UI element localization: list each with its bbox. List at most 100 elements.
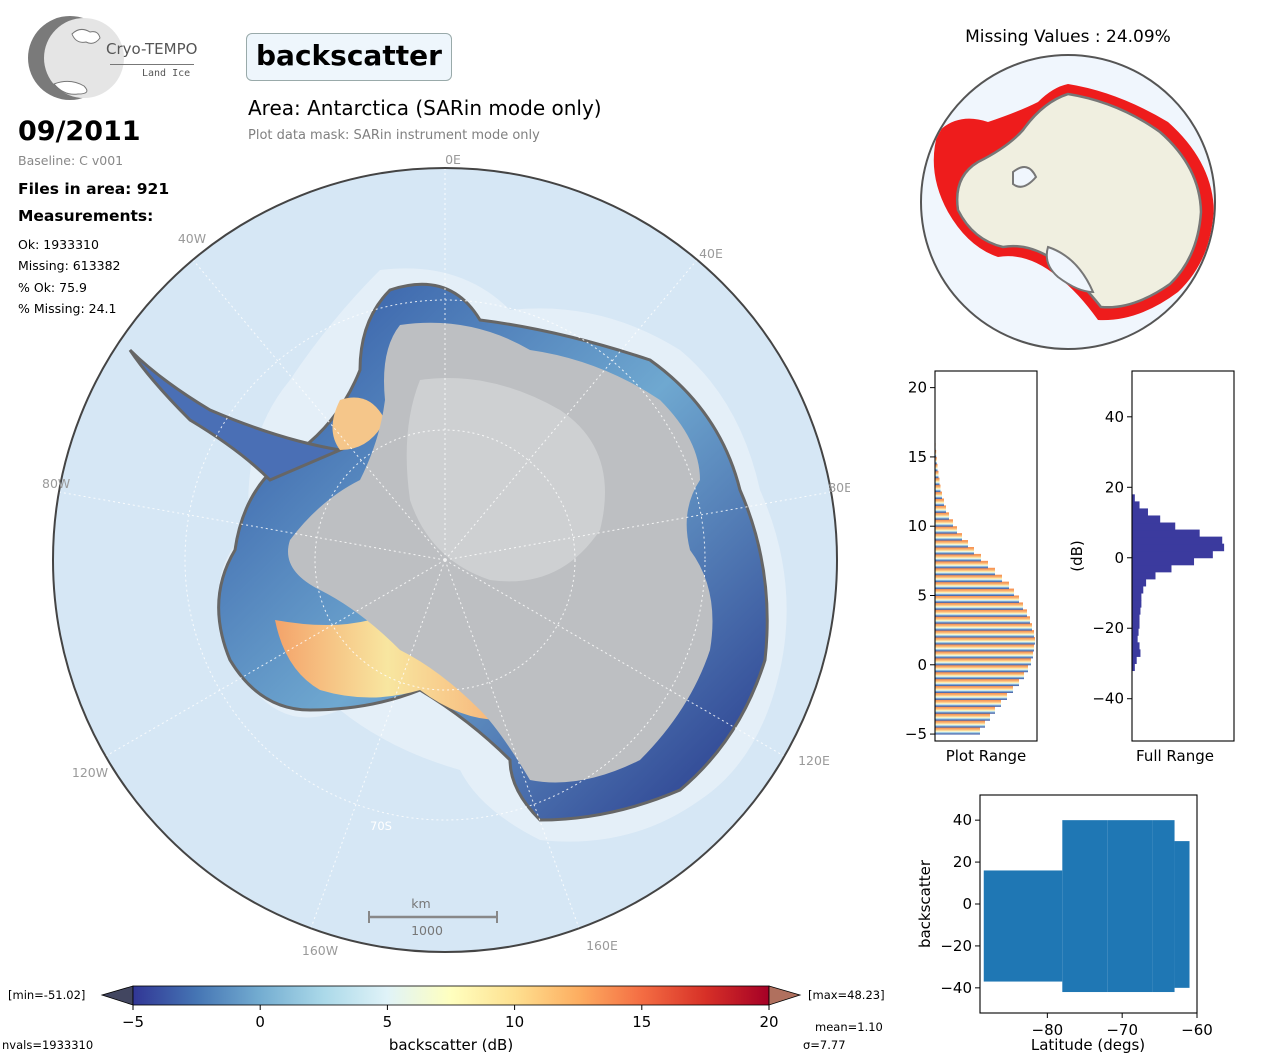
ok-count: Ok: 1933310	[18, 237, 99, 252]
lon-label-0e: 0E	[445, 152, 461, 167]
full-range-bar	[1132, 501, 1140, 509]
colorbar-tick-label: 0	[255, 1013, 265, 1031]
plot-range-bar	[935, 595, 1019, 603]
plot-range-bar	[935, 616, 1030, 624]
plot-range-bar	[935, 609, 1027, 617]
full-range-bar	[1132, 522, 1176, 531]
plot-range-bar	[935, 685, 1013, 693]
plot-range-bar	[935, 463, 938, 472]
full-range-bar	[1132, 515, 1161, 524]
plot-range-bar	[935, 664, 1028, 673]
scatter-yticks: −40 −20 0 20 40	[940, 811, 980, 997]
colorbar-tick-label: 5	[383, 1013, 393, 1031]
colorbar-max-label: [max=48.23]	[808, 988, 885, 1002]
plot-range-bar	[935, 713, 990, 721]
plot-range-bar	[935, 623, 1032, 631]
plot-range-bar	[935, 581, 1009, 590]
full-range-bar	[1132, 614, 1140, 622]
plot-range-ytick-label: 0	[917, 656, 927, 674]
colorbar-ticks: −5 0 5 10 15 20	[122, 1005, 779, 1031]
plot-range-xlabel: Plot Range	[946, 747, 1027, 765]
plot-range-bar	[935, 692, 1007, 700]
full-range-bar	[1132, 536, 1223, 545]
full-range-bar	[1132, 571, 1156, 580]
lon-label-40e: 40E	[699, 246, 723, 261]
lon-label-160e: 160E	[586, 938, 618, 953]
missing-count: Missing: 613382	[18, 258, 121, 273]
full-range-bar	[1132, 649, 1141, 657]
plot-range-bar	[935, 650, 1033, 659]
colorbar-tick-label: 20	[759, 1013, 778, 1031]
scale-bar: km 1000	[368, 896, 498, 938]
plot-range-bar	[935, 540, 968, 548]
colorbar-tick-label: 10	[505, 1013, 524, 1031]
plot-range-bar	[935, 560, 988, 569]
scale-unit: km	[411, 896, 430, 911]
colorbar: −5 0 5 10 15 20 [min=-51.02] [max=48.23] back…	[2, 985, 885, 1054]
plot-range-bar	[935, 602, 1023, 610]
full-range-bar	[1132, 593, 1142, 601]
full-range-bar	[1132, 557, 1195, 566]
scatter-cloud	[1174, 841, 1190, 988]
missing-values-title: Missing Values : 24.09%	[965, 27, 1171, 47]
lat-label-70s: 70S	[370, 819, 392, 833]
full-range-bar	[1132, 543, 1225, 552]
lon-label-40w: 40W	[178, 231, 206, 246]
main-map: 0E 40E 80E 120E 160E 160W 120W 80W 40W 7…	[42, 152, 850, 958]
colorbar-min-label: [min=-51.02]	[8, 988, 85, 1002]
lon-label-160w: 160W	[302, 943, 338, 958]
full-range-bar	[1132, 621, 1140, 629]
colorbar-min-extend	[100, 985, 134, 1006]
mean-value: mean=1.10	[815, 1020, 883, 1034]
scatter-xtick-label: −70	[1106, 1021, 1138, 1039]
variable-title: backscatter	[246, 33, 452, 81]
plot-range-bar	[935, 671, 1024, 680]
area-title: Area: Antarctica (SARin mode only)	[248, 96, 602, 120]
scatter-cloud	[1107, 820, 1153, 993]
plot-range-bar	[935, 546, 974, 555]
plot-range-bar	[935, 720, 985, 728]
nvals-value: nvals=1933310	[2, 1038, 93, 1052]
scatter-cloud	[1062, 820, 1108, 993]
colorbar-tick-label: −5	[122, 1013, 144, 1031]
plot-range-bar	[935, 449, 937, 458]
files-count: Files in area: 921	[18, 180, 170, 198]
plot-range-ytick-label: −5	[905, 725, 927, 743]
full-range-ytick-label: 20	[1105, 478, 1124, 496]
logo-name: Cryo-TEMPO	[106, 40, 198, 58]
logo-divider	[110, 64, 194, 65]
full-range-bars	[1132, 494, 1225, 672]
plot-range-bar	[935, 727, 980, 735]
full-range-bar	[1132, 585, 1144, 594]
lon-label-120e: 120E	[798, 753, 830, 768]
plot-range-bar	[935, 553, 981, 562]
scatter-cloud	[983, 870, 1063, 982]
colorbar-max-extend	[768, 985, 802, 1006]
plot-range-bar	[935, 484, 941, 493]
latitude-scatter: −40 −20 0 20 40 −80 −70 −60 backscatter Latitu…	[916, 794, 1213, 1054]
full-range-bar	[1132, 656, 1137, 664]
full-range-bar	[1132, 663, 1135, 672]
logo-subtitle: Land Ice	[142, 68, 191, 79]
plot-range-bar	[935, 512, 949, 520]
scatter-xticks: −80 −70 −60	[1032, 1013, 1213, 1039]
plot-range-bar	[935, 706, 995, 714]
full-range-bar	[1132, 578, 1147, 587]
measurements-heading: Measurements:	[18, 207, 154, 225]
plot-range-bar	[935, 477, 940, 486]
missing-values-map	[920, 54, 1216, 350]
scatter-xtick-label: −60	[1181, 1021, 1213, 1039]
full-range-ylabel: (dB)	[1068, 540, 1086, 572]
plot-range-bar	[935, 588, 1014, 596]
full-range-bar	[1132, 635, 1138, 643]
plot-range-bar	[935, 498, 944, 506]
plot-range-bar	[935, 519, 953, 527]
lon-label-80w: 80W	[42, 476, 70, 491]
plot-range-bar	[935, 678, 1019, 687]
date-label: 09/2011	[18, 116, 141, 147]
full-range-bar	[1132, 508, 1148, 516]
full-range-ytick-label: 40	[1105, 408, 1124, 426]
plot-range-histogram: −5 0 5 10 15 20 Plot Range	[905, 370, 1038, 765]
colorbar-tick-label: 15	[632, 1013, 651, 1031]
scatter-points	[983, 820, 1190, 993]
